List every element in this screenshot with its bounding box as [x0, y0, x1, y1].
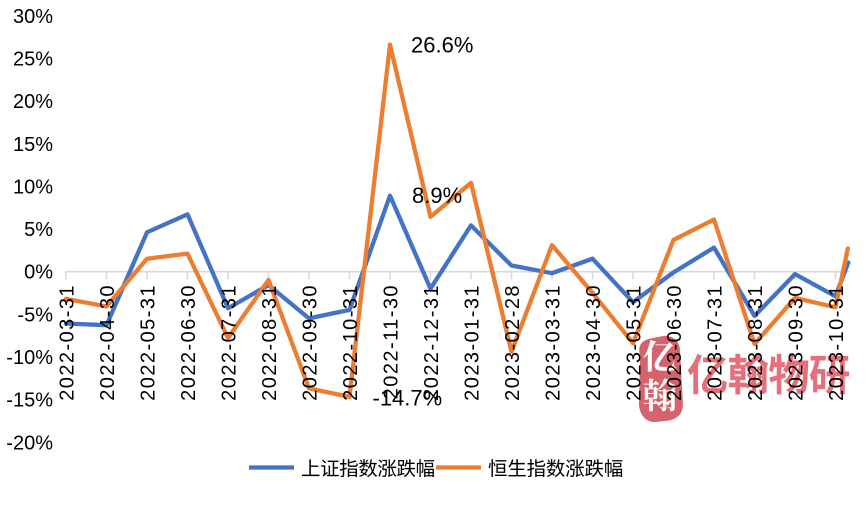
svg-text:2022-03-31: 2022-03-31 — [56, 284, 78, 401]
svg-text:15%: 15% — [13, 134, 53, 156]
svg-text:2023-03-31: 2023-03-31 — [542, 284, 564, 401]
svg-text:26.6%: 26.6% — [411, 33, 473, 58]
svg-text:-10%: -10% — [6, 347, 53, 369]
svg-text:25%: 25% — [13, 49, 53, 71]
svg-text:2022-04-30: 2022-04-30 — [97, 284, 119, 401]
svg-text:2022-08-31: 2022-08-31 — [259, 284, 281, 401]
svg-text:2022-10-31: 2022-10-31 — [340, 284, 362, 401]
svg-text:-20%: -20% — [6, 432, 53, 454]
svg-text:2023-10-31: 2023-10-31 — [826, 284, 848, 401]
svg-text:-14.7%: -14.7% — [373, 386, 443, 411]
svg-text:2023-06-30: 2023-06-30 — [664, 284, 686, 401]
svg-text:2022-09-30: 2022-09-30 — [299, 284, 321, 401]
svg-text:2023-07-31: 2023-07-31 — [704, 284, 726, 401]
svg-text:-15%: -15% — [6, 390, 53, 412]
svg-text:2023-02-28: 2023-02-28 — [502, 284, 524, 401]
svg-text:2023-05-31: 2023-05-31 — [623, 284, 645, 401]
svg-text:2022-12-31: 2022-12-31 — [421, 284, 443, 401]
svg-text:2022-11-30: 2022-11-30 — [380, 284, 402, 399]
svg-text:5%: 5% — [24, 219, 53, 241]
svg-text:2022-05-31: 2022-05-31 — [137, 284, 159, 401]
svg-text:30%: 30% — [13, 6, 53, 28]
svg-text:2023-08-31: 2023-08-31 — [745, 284, 767, 401]
svg-text:2023-09-30: 2023-09-30 — [785, 284, 807, 401]
svg-text:-5%: -5% — [17, 304, 53, 326]
svg-text:8.9%: 8.9% — [412, 183, 462, 208]
svg-text:20%: 20% — [13, 91, 53, 113]
svg-text:2022-07-31: 2022-07-31 — [218, 284, 240, 401]
svg-text:2023-01-31: 2023-01-31 — [461, 284, 483, 401]
svg-text:10%: 10% — [13, 176, 53, 198]
svg-text:0%: 0% — [24, 262, 53, 284]
svg-text:2023-04-30: 2023-04-30 — [583, 284, 605, 401]
svg-text:2022-06-30: 2022-06-30 — [178, 284, 200, 401]
